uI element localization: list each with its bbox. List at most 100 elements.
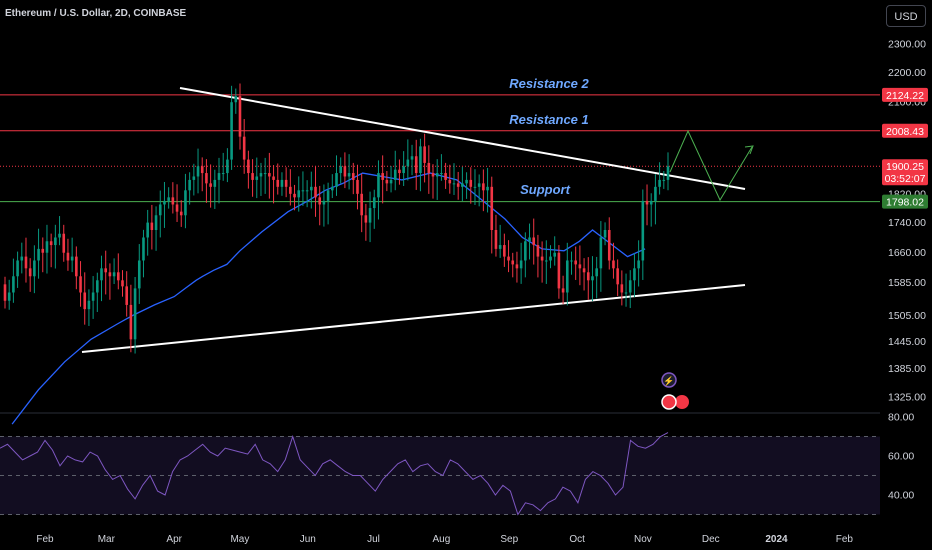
x-tick-label: Sep bbox=[500, 534, 518, 545]
currency-button[interactable]: USD bbox=[886, 5, 926, 27]
resistance-1-badge-label: 2008.43 bbox=[886, 126, 924, 138]
candle-body bbox=[104, 268, 108, 273]
candle-body bbox=[280, 179, 284, 187]
candle-body bbox=[305, 190, 309, 192]
candle-body bbox=[58, 233, 61, 238]
candle-body bbox=[205, 173, 208, 184]
candle-body bbox=[24, 256, 28, 269]
projection-arrowhead bbox=[744, 145, 754, 155]
event-lightning-icon[interactable] bbox=[661, 372, 677, 388]
candle-body bbox=[154, 215, 158, 230]
candle-body bbox=[234, 96, 238, 103]
level-annotation: Resistance 2 bbox=[509, 76, 589, 91]
countdown-label: 03:52:07 bbox=[885, 173, 926, 185]
candle-body bbox=[511, 260, 515, 265]
candle-body bbox=[666, 166, 670, 180]
candle-body bbox=[171, 197, 175, 205]
x-tick-label: May bbox=[230, 534, 249, 545]
x-tick-label: Apr bbox=[166, 534, 182, 545]
candle-body bbox=[49, 241, 53, 246]
y-tick-label: 2200.00 bbox=[888, 67, 926, 79]
candle-body bbox=[586, 272, 590, 281]
candle-body bbox=[75, 256, 78, 277]
candle-body bbox=[549, 256, 552, 261]
candle-body bbox=[37, 248, 40, 261]
candle-body bbox=[389, 179, 393, 184]
candle-body bbox=[507, 256, 510, 261]
candle-body bbox=[402, 166, 405, 174]
candle-body bbox=[167, 197, 170, 201]
candle-body bbox=[473, 186, 477, 188]
candle-body bbox=[393, 169, 397, 180]
candle-body bbox=[192, 176, 196, 180]
upper-trendline bbox=[179, 87, 746, 190]
candle-body bbox=[91, 292, 95, 301]
candle-body bbox=[213, 179, 217, 187]
resistance-1-badge bbox=[882, 123, 928, 138]
event-us-flag-icon[interactable] bbox=[661, 394, 677, 410]
candle-body bbox=[532, 237, 536, 246]
candle-body bbox=[263, 173, 267, 175]
candle-body bbox=[322, 200, 326, 205]
candle-body bbox=[570, 260, 573, 262]
candle-body bbox=[137, 260, 141, 289]
candle-body bbox=[595, 268, 598, 277]
candle-body bbox=[603, 229, 607, 238]
candle-body bbox=[477, 183, 481, 187]
candle-body bbox=[431, 173, 435, 177]
candle-body bbox=[3, 284, 7, 301]
candle-body bbox=[209, 183, 212, 187]
candle-body bbox=[414, 156, 418, 174]
candle-body bbox=[561, 288, 565, 293]
candle-body bbox=[456, 183, 460, 187]
candle-body bbox=[20, 256, 24, 261]
candle-body bbox=[217, 173, 221, 180]
candle-body bbox=[524, 241, 527, 261]
candle-body bbox=[427, 162, 431, 174]
candle-body bbox=[125, 286, 128, 305]
candle-body bbox=[335, 173, 338, 187]
candle-body bbox=[347, 173, 351, 177]
candle-body bbox=[242, 136, 246, 160]
candle-body bbox=[364, 215, 368, 223]
candle-body bbox=[247, 159, 250, 174]
candle-body bbox=[444, 173, 447, 180]
last-price-label: 1900.25 bbox=[886, 161, 924, 173]
candle-body bbox=[179, 211, 183, 216]
candle-body bbox=[372, 197, 376, 209]
candle-body bbox=[419, 146, 422, 174]
support-badge-label: 1798.02 bbox=[886, 197, 924, 209]
candle-body bbox=[268, 173, 271, 177]
candle-body bbox=[297, 190, 301, 198]
y-tick-label: 1325.00 bbox=[888, 392, 926, 404]
rsi-y-tick-label: 40.00 bbox=[888, 490, 914, 502]
candle-body bbox=[381, 173, 384, 180]
candle-body bbox=[582, 268, 586, 273]
y-tick-label: 1505.00 bbox=[888, 310, 926, 322]
candle-body bbox=[591, 276, 594, 281]
y-tick-label: 1585.00 bbox=[888, 277, 926, 289]
candle-body bbox=[498, 245, 502, 249]
candle-body bbox=[641, 200, 645, 261]
candle-body bbox=[351, 173, 355, 180]
x-tick-label: Jul bbox=[367, 534, 380, 545]
candle-body bbox=[440, 173, 443, 175]
candle-body bbox=[54, 237, 57, 246]
event-flag-icon[interactable] bbox=[675, 395, 689, 409]
candle-body bbox=[553, 252, 557, 257]
candle-body bbox=[398, 169, 401, 174]
candle-body bbox=[465, 179, 468, 184]
candle-body bbox=[482, 183, 485, 191]
candle-body bbox=[284, 179, 288, 187]
candle-body bbox=[578, 264, 582, 269]
candle-body bbox=[70, 256, 74, 261]
candle-body bbox=[461, 183, 464, 187]
candle-body bbox=[377, 173, 380, 198]
candle-body bbox=[175, 204, 179, 212]
candle-body bbox=[599, 237, 603, 269]
candle-body bbox=[158, 204, 162, 216]
candle-body bbox=[259, 173, 263, 177]
lightning-glyph: ⚡ bbox=[663, 375, 674, 387]
x-tick-label: 2024 bbox=[765, 534, 788, 545]
resistance-2-badge-label: 2124.22 bbox=[886, 90, 924, 102]
